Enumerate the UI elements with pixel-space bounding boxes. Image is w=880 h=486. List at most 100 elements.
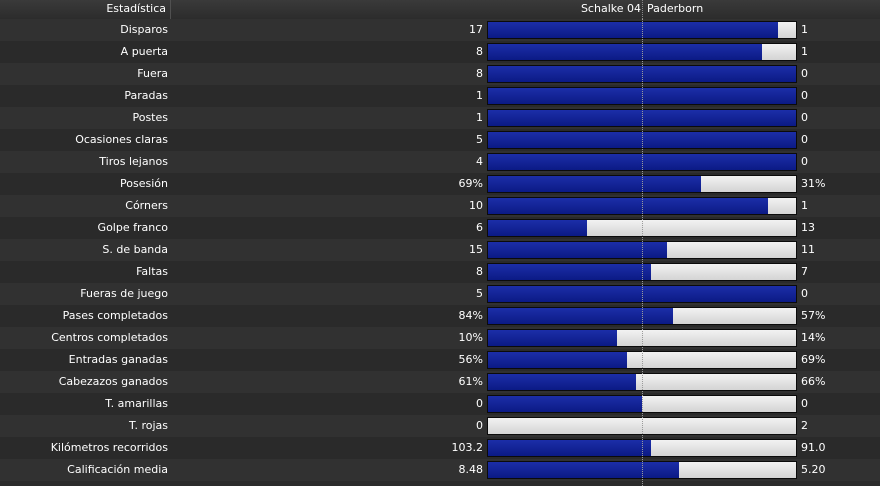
home-share-fill	[488, 286, 796, 302]
comparison-bar	[487, 351, 797, 369]
away-value: 0	[801, 133, 808, 146]
comparison-bar	[487, 461, 797, 479]
away-value: 2	[801, 419, 808, 432]
stat-row: Golpe franco 6 13	[0, 217, 880, 239]
home-share-fill	[488, 242, 667, 258]
stat-label: Córners	[125, 199, 168, 212]
home-value: 1	[476, 89, 483, 102]
away-value: 0	[801, 111, 808, 124]
home-value: 61%	[458, 375, 483, 388]
stat-label: Cabezazos ganados	[58, 375, 168, 388]
away-value: 1	[801, 23, 808, 36]
stat-label: Tiros lejanos	[99, 155, 168, 168]
comparison-bar	[487, 241, 797, 259]
away-value: 7	[801, 265, 808, 278]
comparison-bar	[487, 263, 797, 281]
home-share-fill	[488, 176, 701, 192]
home-value: 10	[469, 199, 483, 212]
stat-label: T. rojas	[129, 419, 168, 432]
stat-row: Calificación media 8.48 5.20	[0, 459, 880, 481]
stat-label: Fuera	[137, 67, 168, 80]
stat-label: T. amarillas	[105, 397, 168, 410]
stat-row: Tiros lejanos 4 0	[0, 151, 880, 173]
stat-label: Ocasiones claras	[75, 133, 168, 146]
home-share-fill	[488, 308, 673, 324]
away-value: 5.20	[801, 463, 826, 476]
comparison-bar	[487, 395, 797, 413]
away-value: 66%	[801, 375, 826, 388]
home-value: 84%	[458, 309, 483, 322]
comparison-bar	[487, 219, 797, 237]
home-value: 17	[469, 23, 483, 36]
away-value: 11	[801, 243, 815, 256]
stat-label: Disparos	[120, 23, 168, 36]
comparison-bar	[487, 307, 797, 325]
away-value: 0	[801, 287, 808, 300]
stat-label: Fueras de juego	[80, 287, 168, 300]
stat-label: S. de banda	[102, 243, 168, 256]
home-value: 4	[476, 155, 483, 168]
stat-label: Pases completados	[62, 309, 168, 322]
comparison-bar	[487, 197, 797, 215]
home-share-fill	[488, 198, 769, 214]
away-value: 0	[801, 397, 808, 410]
away-value: 14%	[801, 331, 826, 344]
comparison-bar	[487, 175, 797, 193]
away-value: 0	[801, 67, 808, 80]
away-team-name: Paderborn	[647, 2, 704, 15]
home-value: 6	[476, 221, 483, 234]
comparison-bar	[487, 417, 797, 435]
home-share-fill	[488, 220, 587, 236]
home-value: 103.2	[451, 441, 484, 454]
stat-row: Pases completados 84% 57%	[0, 305, 880, 327]
stat-row: Cabezazos ganados 61% 66%	[0, 371, 880, 393]
comparison-bar	[487, 285, 797, 303]
comparison-bar	[487, 43, 797, 61]
home-share-fill	[488, 44, 763, 60]
home-share-fill	[488, 440, 652, 456]
home-value: 5	[476, 133, 483, 146]
away-value: 69%	[801, 353, 826, 366]
home-value: 0	[476, 397, 483, 410]
stat-label: Centros completados	[51, 331, 168, 344]
stat-label: Paradas	[124, 89, 168, 102]
home-value: 8.48	[458, 463, 484, 476]
home-value: 5	[476, 287, 483, 300]
home-share-fill	[488, 352, 627, 368]
stat-label: Postes	[132, 111, 168, 124]
home-share-fill	[488, 264, 652, 280]
header-divider	[642, 0, 644, 19]
home-share-fill	[488, 330, 618, 346]
home-value: 15	[469, 243, 483, 256]
comparison-bar	[487, 21, 797, 39]
stat-row: Ocasiones claras 5 0	[0, 129, 880, 151]
stats-table: Disparos 17 1 A puerta 8 1 Fuera 8 0 Paradas 1 0 Pos…	[0, 19, 880, 481]
comparison-bar	[487, 109, 797, 127]
stat-row: Disparos 17 1	[0, 19, 880, 41]
stat-row: Faltas 8 7	[0, 261, 880, 283]
column-header-statistic[interactable]: Estadística	[0, 0, 171, 19]
home-value: 10%	[458, 331, 483, 344]
away-value: 1	[801, 199, 808, 212]
stat-row: T. amarillas 0 0	[0, 393, 880, 415]
home-team-name: Schalke 04	[580, 2, 641, 15]
stat-row: S. de banda 15 11	[0, 239, 880, 261]
away-value: 13	[801, 221, 815, 234]
home-share-fill	[488, 110, 796, 126]
comparison-bar	[487, 373, 797, 391]
stats-header: Estadística Schalke 04 Paderborn	[0, 0, 880, 20]
stat-row: Kilómetros recorridos 103.2 91.0	[0, 437, 880, 459]
stat-row: Centros completados 10% 14%	[0, 327, 880, 349]
home-value: 0	[476, 419, 483, 432]
away-value: 0	[801, 155, 808, 168]
comparison-bar	[487, 153, 797, 171]
home-share-fill	[488, 154, 796, 170]
comparison-bar	[487, 65, 797, 83]
home-share-fill	[488, 66, 796, 82]
stat-row: Postes 1 0	[0, 107, 880, 129]
home-value: 69%	[458, 177, 483, 190]
home-share-fill	[488, 132, 796, 148]
stat-row: Fuera 8 0	[0, 63, 880, 85]
away-value: 0	[801, 89, 808, 102]
stat-label: Kilómetros recorridos	[50, 441, 168, 454]
